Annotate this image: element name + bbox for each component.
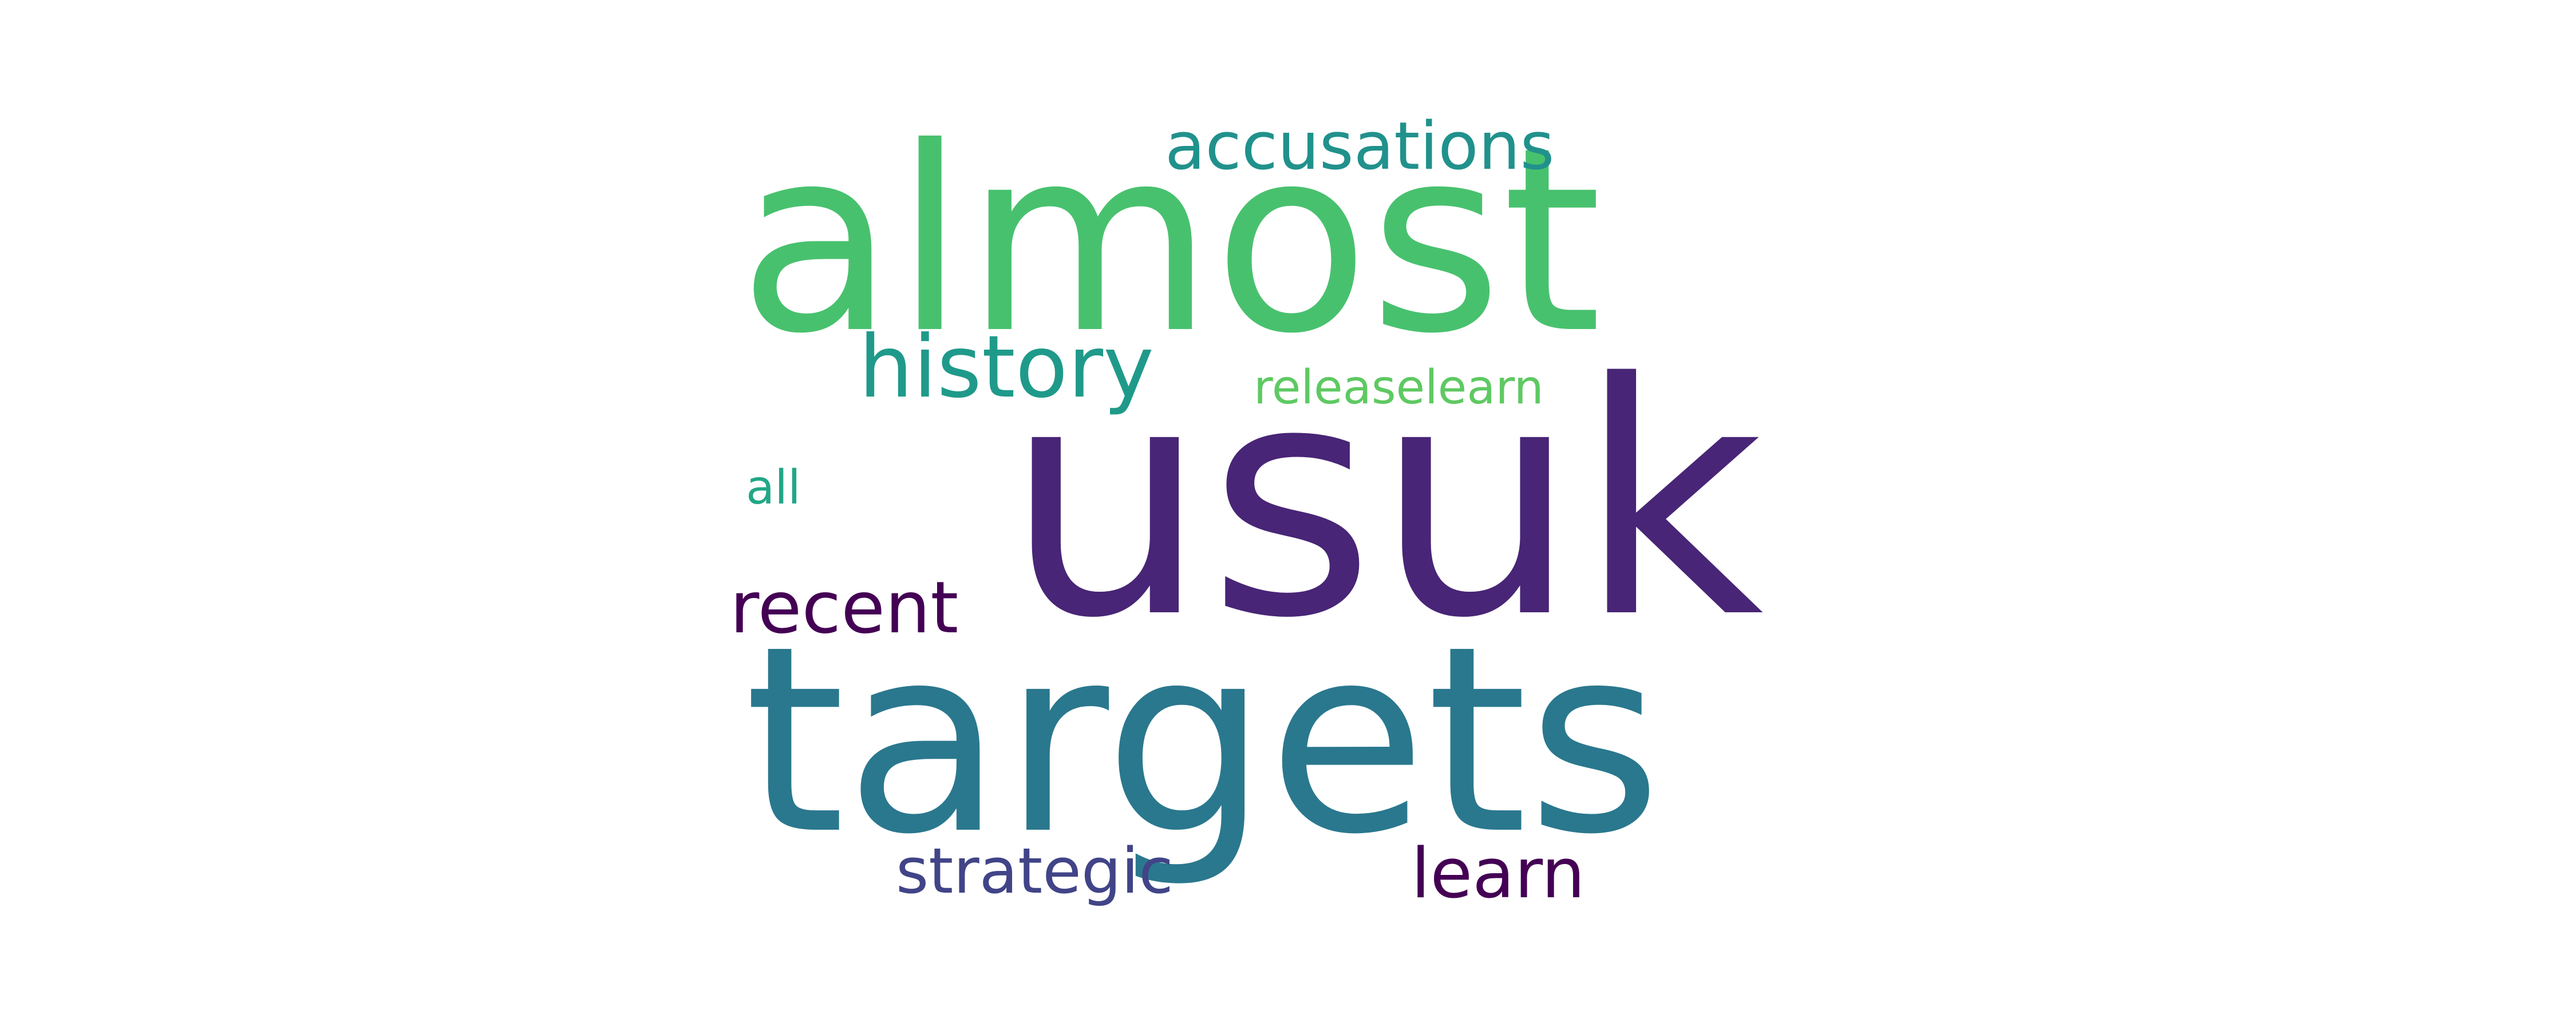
word-all: all [746,461,801,515]
word-releaselearn: releaselearn [1254,360,1544,415]
word-almost: almost [738,93,1602,389]
word-strategic: strategic [896,834,1174,908]
word-targets: targets [744,591,1662,891]
word-learn: learn [1411,834,1585,914]
word-usuk: usuk [1005,315,1764,688]
word-history: history [859,318,1154,417]
word-accusations: accusations [1165,108,1554,185]
word-recent: recent [730,566,958,649]
